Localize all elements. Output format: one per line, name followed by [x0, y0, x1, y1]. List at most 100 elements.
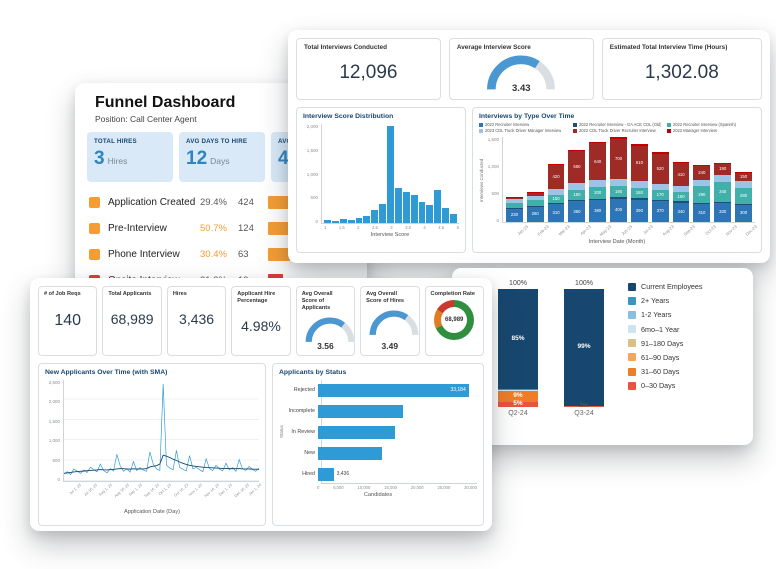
interviews-dashboard-card: Total Interviews Conducted 12,096 Averag…: [288, 30, 770, 263]
segment-value: 310: [698, 209, 706, 215]
legend-label: Current Employees: [641, 282, 703, 291]
segment-value: 290: [698, 191, 706, 197]
histogram-bar: [331, 221, 339, 223]
y-tick: 2,000: [306, 124, 318, 129]
kpi-label: AVG DAYS TO HIRE: [186, 138, 248, 145]
stack-segment: 240: [693, 165, 711, 180]
stack-segment: [589, 198, 607, 201]
status-category-label: Rejected: [293, 387, 315, 393]
avg-score-applicants-arc: [305, 317, 355, 343]
kpi-label: Applicant Hire Percentage: [237, 291, 276, 304]
legend-swatch: [573, 128, 577, 133]
status-bar-track: [318, 404, 477, 418]
histogram-bar: [371, 210, 379, 223]
stack-segment: [630, 181, 648, 188]
funnel-row: Phone Interview 30.4% 63: [89, 241, 367, 267]
stack-segment: [526, 206, 544, 208]
stack-segment: 390: [630, 199, 648, 222]
legend-label: 2022 CDL Truck Driver Recruiter Intervie…: [579, 128, 656, 133]
stacked-column: 230: [506, 196, 523, 222]
tenure-segment: 99%: [564, 289, 604, 406]
stack-segment: 230: [506, 208, 523, 222]
stacked-column: 360 180 560: [568, 149, 586, 222]
avg-score-applicants-gauge: [302, 315, 358, 345]
stack-segment: 150: [735, 172, 752, 182]
x-tick: 25,000: [437, 485, 451, 490]
segment-value: 150: [552, 195, 560, 201]
segment-value: 310: [552, 209, 560, 215]
kpi-label: Average Interview Score: [456, 44, 531, 51]
funnel-stage-percent: 29.4%: [200, 196, 227, 208]
tenure-segment: 85%: [498, 289, 538, 390]
x-tick: 0: [317, 485, 320, 490]
tenure-stack: 99% 1%: [564, 289, 604, 409]
stack-segment: 150: [547, 194, 565, 204]
x-tick: 3: [390, 225, 393, 230]
x-tick: 1.5: [338, 225, 345, 230]
stack-segment: 370: [651, 200, 669, 222]
status-bar: [318, 425, 395, 439]
legend-label: 2+ Years: [641, 296, 670, 306]
legend-label: 61–90 Days: [641, 352, 680, 362]
segment-value: 260: [531, 211, 539, 217]
applicants-dashboard-card: # of Job Reqs 140 Total Applicants 68,98…: [30, 278, 492, 531]
legend-swatch: [628, 339, 636, 348]
histogram-bar: [324, 220, 331, 223]
status-bar-value: 33,184: [450, 387, 466, 393]
x-tick: Jun-23: [620, 224, 634, 237]
segment-value: 340: [719, 189, 727, 195]
funnel-stage-bar: [268, 247, 291, 261]
interviews-kpi-row: Total Interviews Conducted 12,096 Averag…: [296, 38, 762, 100]
stack-segment: [693, 179, 711, 187]
average-interview-score-gauge: [482, 52, 560, 94]
legend-label: 2022 Recruiter Interview: [485, 122, 530, 127]
kpi-hires: Hires 3,436: [166, 286, 227, 356]
y-tick: 500: [52, 457, 60, 463]
x-tick: Apr-23: [578, 224, 592, 237]
x-tick: 2.5: [371, 225, 378, 230]
stack-segment: [735, 181, 752, 188]
funnel-subtitle: Position: Call Center Agent: [95, 114, 197, 124]
segment-value: 520: [656, 165, 664, 171]
stacked-column: 370 170 520: [651, 152, 669, 222]
legend-swatch: [628, 282, 636, 291]
kpi-label: Avg Overall Score of Applicants: [301, 291, 333, 311]
y-tick: 2,000: [48, 399, 60, 405]
status-category-label: In Review: [291, 429, 315, 435]
x-axis: Jan-23 Feb-23 Mar-23 Apr-23 May-23 Jun-23 Jul-…: [505, 224, 758, 237]
status-bar-track: 3,436: [318, 467, 477, 481]
kpi-average-interview-score: Average Interview Score 3.43: [448, 38, 594, 100]
status-row: In Review: [284, 424, 477, 440]
segment-value: 230: [510, 212, 518, 218]
stack-segment: [568, 149, 586, 152]
stack-segment: [589, 141, 607, 144]
kpi-avg-days-to-hire: AVG DAYS TO HIRE 12 Days: [179, 132, 265, 182]
stack-segment: 340: [672, 202, 690, 222]
status-bar-value: 3,436: [336, 471, 350, 477]
stack-segment: 610: [630, 146, 648, 182]
segment-value: 360: [573, 208, 581, 214]
y-tick: 0: [57, 476, 60, 482]
legend-item: 91–180 Days: [628, 339, 703, 348]
kpi-total-interviews-conducted: Total Interviews Conducted 12,096: [296, 38, 441, 100]
status-category-label: Hired: [302, 471, 315, 477]
kpi-value: 3,436: [179, 310, 215, 327]
histogram-bar: [402, 192, 410, 223]
x-tick: 4.5: [438, 225, 445, 230]
kpi-total-hires: TOTAL HIRES 3 Hires: [87, 132, 173, 182]
x-tick: Mar-23: [557, 224, 571, 237]
tenure-segment: [498, 389, 538, 390]
bar-total-label: 100%: [509, 280, 527, 287]
legend-swatch: [667, 128, 671, 133]
histogram-bar: [418, 202, 426, 223]
histogram-bar: [410, 195, 418, 223]
y-tick: 1,000: [487, 164, 499, 169]
stack-segment: [714, 201, 732, 204]
stack-segment: [506, 197, 523, 200]
y-tick: 2,500: [48, 380, 60, 385]
stack-segment: [547, 164, 565, 166]
legend-swatch: [628, 381, 636, 390]
legend-item: 0–30 Days: [628, 381, 703, 390]
kpi-estimated-total-interview-time: Estimated Total Interview Time (Hours) 1…: [601, 38, 762, 100]
